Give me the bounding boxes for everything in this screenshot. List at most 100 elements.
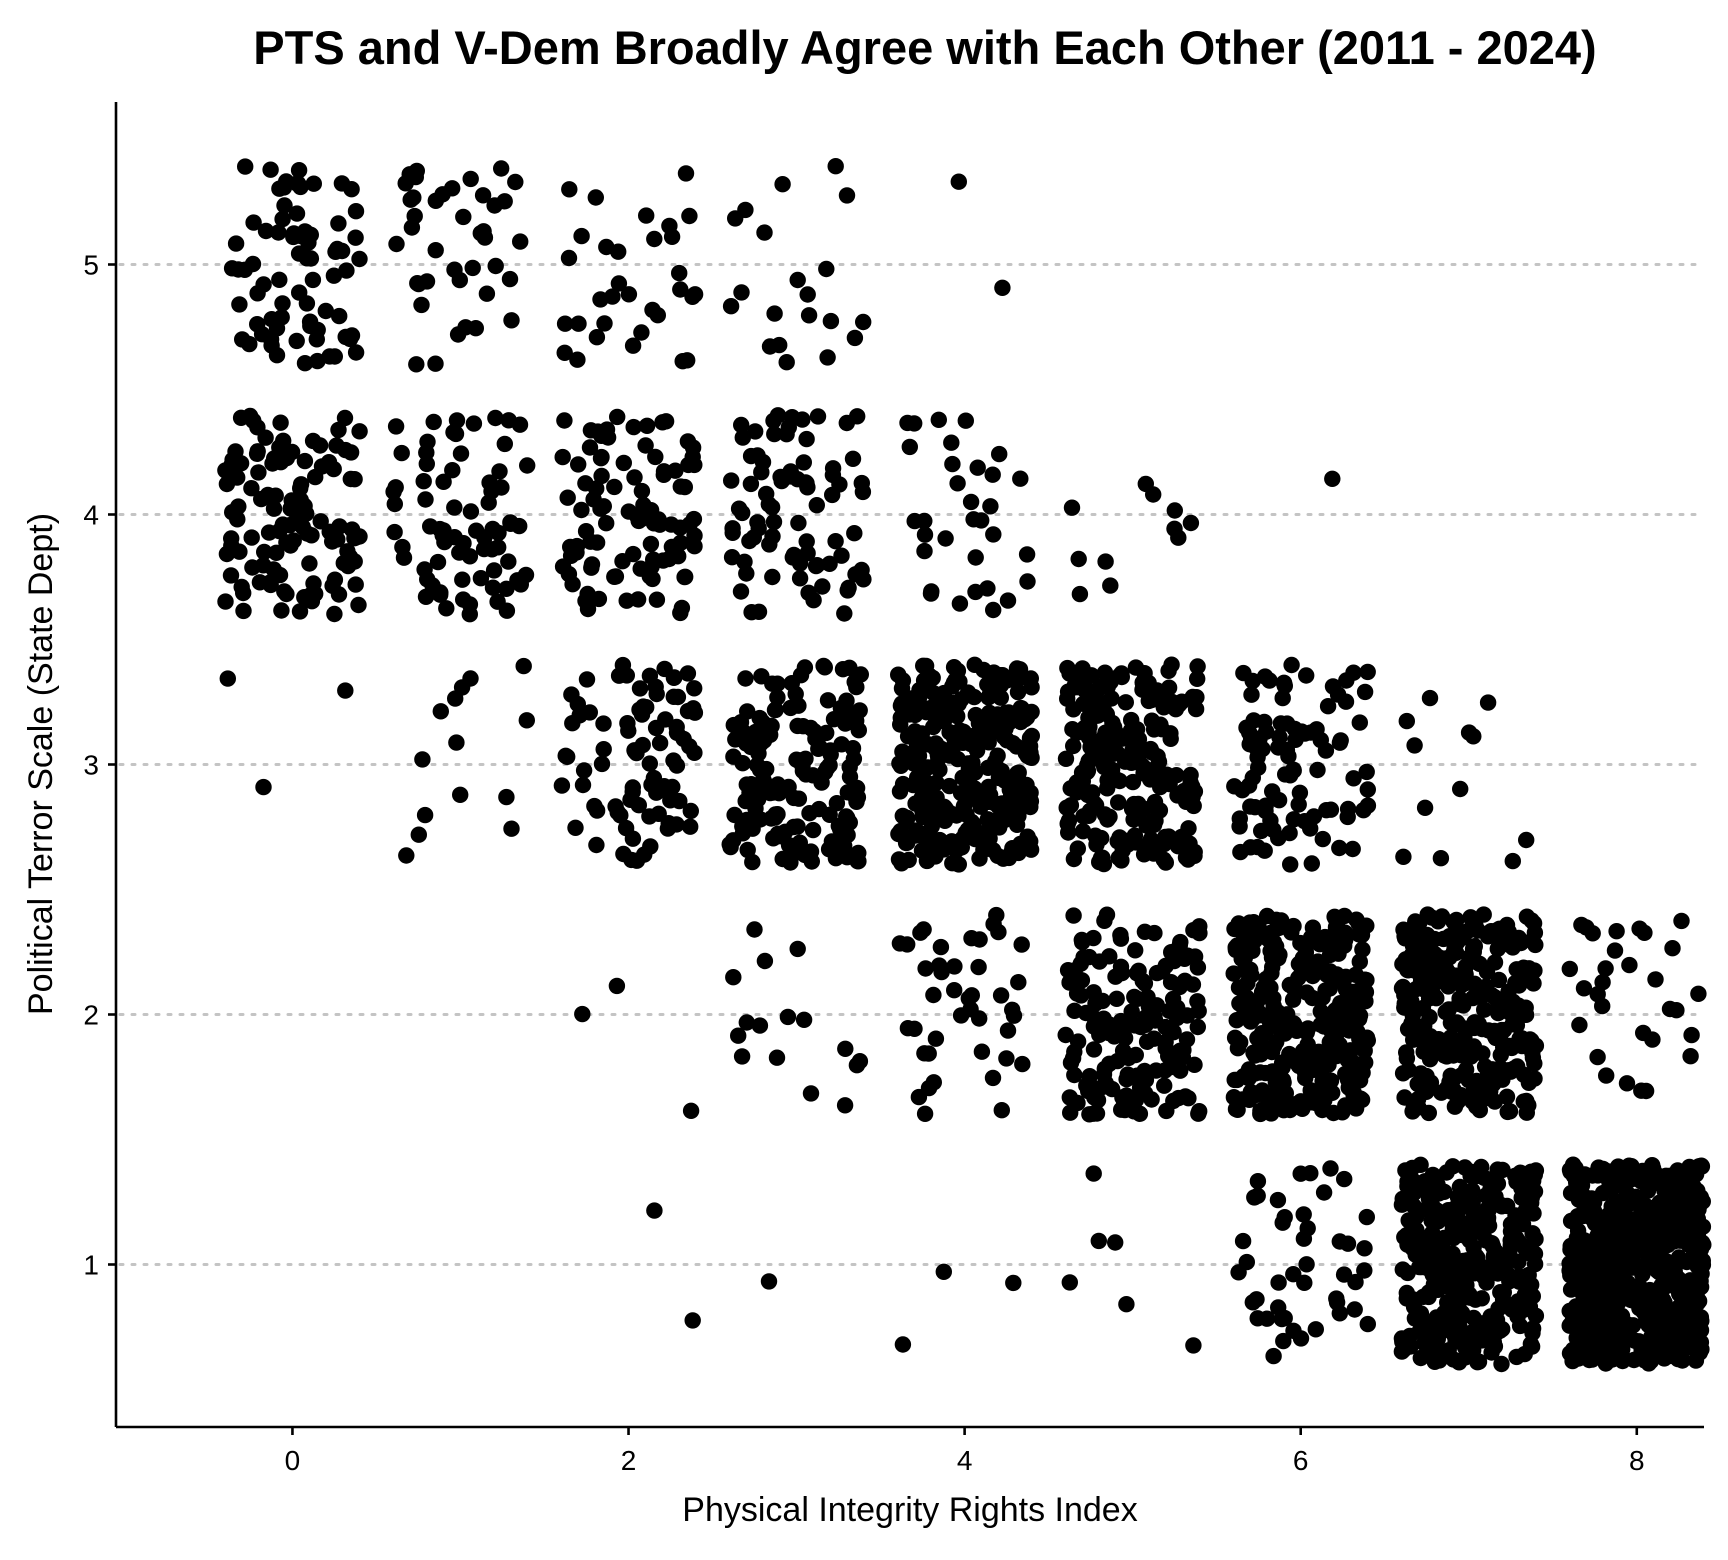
data-point — [620, 503, 637, 520]
data-point — [911, 681, 928, 699]
data-point — [1421, 1243, 1438, 1260]
data-point — [838, 414, 855, 432]
data-point — [1440, 978, 1457, 995]
data-point — [388, 235, 405, 253]
data-point — [326, 605, 343, 623]
data-point — [1315, 1184, 1333, 1201]
data-point — [1291, 784, 1309, 801]
data-point — [483, 483, 500, 500]
data-point — [455, 591, 472, 608]
data-point — [732, 583, 750, 600]
data-point — [268, 347, 286, 364]
data-point — [1059, 815, 1076, 832]
data-point — [1510, 929, 1528, 947]
data-point — [438, 600, 455, 617]
data-point — [1135, 765, 1152, 782]
data-point — [417, 588, 435, 605]
data-point — [791, 570, 809, 587]
y-tick-label: 5 — [83, 250, 99, 281]
data-point — [1356, 1042, 1373, 1059]
data-point — [1512, 1036, 1529, 1054]
data-point — [906, 415, 923, 432]
data-point — [347, 203, 365, 220]
data-point — [770, 785, 788, 802]
data-point — [1110, 849, 1128, 866]
data-point — [1405, 1240, 1423, 1258]
data-point — [1022, 670, 1039, 687]
data-point — [966, 688, 983, 706]
data-point — [1336, 907, 1353, 925]
data-point — [253, 326, 271, 343]
data-point — [1118, 1296, 1135, 1313]
data-point — [1012, 470, 1029, 487]
data-point — [309, 352, 326, 370]
data-point — [633, 324, 650, 341]
data-point — [598, 515, 615, 532]
data-point — [1136, 1085, 1154, 1102]
data-point — [1589, 1048, 1606, 1066]
data-point — [1600, 1276, 1617, 1293]
data-point — [624, 783, 641, 801]
data-point — [1290, 969, 1307, 987]
data-point — [1272, 715, 1290, 732]
data-point — [769, 806, 786, 823]
data-point — [655, 552, 672, 569]
data-point — [436, 533, 453, 551]
data-point — [1256, 668, 1274, 685]
data-point — [753, 668, 770, 685]
data-point — [444, 180, 461, 197]
data-point — [1127, 942, 1144, 959]
data-point — [1483, 986, 1500, 1003]
data-point — [290, 162, 308, 179]
data-point — [1594, 1166, 1611, 1184]
data-point — [906, 706, 924, 724]
data-point — [265, 500, 283, 517]
data-point — [993, 1102, 1010, 1119]
data-point — [1466, 1041, 1483, 1058]
data-point — [1504, 852, 1522, 870]
data-point — [1252, 1102, 1269, 1120]
data-point — [1404, 1003, 1422, 1021]
data-point — [618, 592, 635, 609]
data-point — [624, 337, 642, 354]
data-point — [923, 583, 940, 600]
data-point — [1347, 966, 1364, 983]
data-point — [1468, 986, 1485, 1003]
data-point — [1407, 1208, 1425, 1226]
data-point — [1285, 762, 1302, 779]
data-point — [923, 818, 940, 835]
data-point — [427, 192, 444, 209]
data-point — [638, 699, 655, 716]
data-point — [1416, 799, 1434, 816]
data-point — [836, 1097, 854, 1114]
data-point — [899, 834, 916, 851]
data-point — [1493, 1355, 1510, 1373]
data-point — [1526, 1183, 1544, 1200]
data-point — [784, 549, 801, 566]
data-point — [963, 987, 980, 1004]
data-point — [1265, 821, 1282, 839]
data-point — [657, 413, 675, 430]
data-point — [1352, 985, 1370, 1003]
data-point — [1151, 802, 1169, 819]
data-point — [792, 667, 810, 684]
data-point — [1571, 1016, 1588, 1034]
data-point — [1281, 824, 1298, 842]
data-point — [1429, 948, 1447, 965]
data-point — [1322, 801, 1340, 818]
data-point — [1602, 1228, 1620, 1245]
data-point — [1000, 714, 1017, 732]
data-point — [1060, 799, 1077, 816]
data-point — [427, 355, 444, 372]
data-point — [1103, 690, 1120, 707]
data-point — [397, 175, 414, 192]
data-point — [725, 748, 742, 765]
data-point — [1438, 1048, 1455, 1065]
data-point — [1065, 701, 1082, 718]
data-point — [395, 549, 413, 566]
data-point — [1018, 776, 1035, 794]
data-point — [760, 1273, 778, 1290]
data-point — [751, 1017, 769, 1034]
data-point — [217, 593, 234, 610]
data-point — [965, 511, 982, 528]
